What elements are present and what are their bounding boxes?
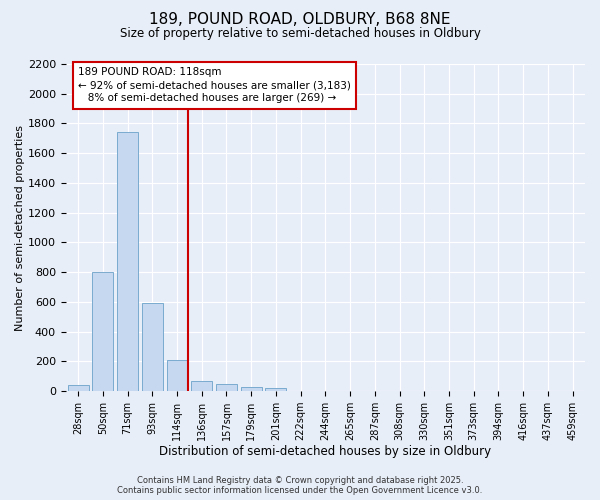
Text: 189 POUND ROAD: 118sqm
← 92% of semi-detached houses are smaller (3,183)
   8% o: 189 POUND ROAD: 118sqm ← 92% of semi-det… (79, 67, 351, 104)
Bar (142, 304, 163, 391)
Bar (216, 384, 237, 391)
Bar (241, 386, 262, 391)
Text: Size of property relative to semi-detached houses in Oldbury: Size of property relative to semi-detach… (119, 28, 481, 40)
Y-axis label: Number of semi-detached properties: Number of semi-detached properties (15, 124, 25, 330)
Bar (265, 388, 286, 391)
Bar (68, 385, 89, 391)
X-axis label: Distribution of semi-detached houses by size in Oldbury: Distribution of semi-detached houses by … (160, 444, 491, 458)
Bar (191, 382, 212, 391)
Text: Contains HM Land Registry data © Crown copyright and database right 2025.
Contai: Contains HM Land Registry data © Crown c… (118, 476, 482, 495)
Bar (92, 272, 113, 391)
Bar (117, 132, 138, 391)
Text: 189, POUND ROAD, OLDBURY, B68 8NE: 189, POUND ROAD, OLDBURY, B68 8NE (149, 12, 451, 28)
Bar (167, 360, 188, 391)
